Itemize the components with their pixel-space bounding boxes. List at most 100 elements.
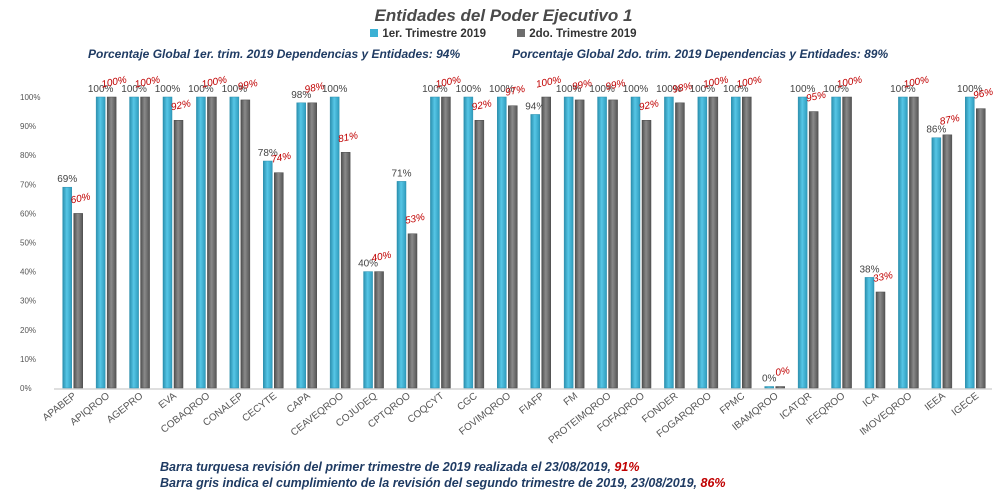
bar-series-2 xyxy=(340,152,351,389)
data-label-series-1: 100% xyxy=(422,84,448,95)
data-label-series-2: 81% xyxy=(337,130,359,145)
x-tick-label: IGECE xyxy=(950,390,982,418)
bar-series-2 xyxy=(842,96,852,389)
x-tick-label: ICA xyxy=(861,390,881,409)
bar-series-2 xyxy=(775,386,785,389)
x-tick-label: EVA xyxy=(157,391,179,412)
bar-series-2 xyxy=(240,99,251,389)
data-label-series-1: 38% xyxy=(859,264,879,275)
bar-series-2 xyxy=(875,291,886,389)
bar-series-2 xyxy=(407,233,418,389)
bar-series-2 xyxy=(976,108,986,389)
bar-series-2 xyxy=(307,102,317,389)
bar-series-2 xyxy=(641,120,652,389)
data-label-series-2: 100% xyxy=(702,74,729,90)
y-tick-label: 80% xyxy=(20,151,36,160)
x-tick-label: FPMC xyxy=(718,391,747,417)
y-tick-label: 40% xyxy=(20,268,36,277)
data-label-series-2: 100% xyxy=(903,74,930,90)
y-tick-label: 60% xyxy=(20,209,36,218)
subtitle-q2-global: Porcentaje Global 2do. trim. 2019 Depend… xyxy=(512,47,889,61)
data-label-series-2: 97% xyxy=(504,84,526,99)
data-label-series-2: 99% xyxy=(237,78,259,93)
bar-series-2 xyxy=(374,271,384,389)
legend-label-series-1: 1er. Trimestre 2019 xyxy=(382,28,486,40)
bar-series-2 xyxy=(942,134,953,389)
legend-item-series-1: 1er. Trimestre 2019 xyxy=(370,28,486,40)
bar-series-1 xyxy=(396,181,407,389)
bar-series-1 xyxy=(563,96,574,389)
data-label-series-1: 100% xyxy=(957,84,983,95)
data-label-series-1: 40% xyxy=(358,259,378,270)
bar-series-1 xyxy=(95,96,106,389)
data-label-series-1: 100% xyxy=(556,84,582,95)
bar-series-1 xyxy=(764,386,774,389)
bar-series-1 xyxy=(597,96,607,389)
y-tick-label: 20% xyxy=(20,326,36,335)
bar-series-1 xyxy=(329,96,340,389)
data-label-series-2: 98% xyxy=(304,81,326,96)
y-tick-label: 50% xyxy=(20,239,36,248)
data-label-series-2: 100% xyxy=(201,74,228,90)
bar-series-1 xyxy=(864,277,875,389)
legend-swatch-series-2 xyxy=(517,29,526,37)
legend-swatch-series-1 xyxy=(370,29,379,37)
bar-series-2 xyxy=(173,120,184,389)
x-tick-label: CAPA xyxy=(285,390,313,415)
bar-series-1 xyxy=(263,160,273,389)
bar-series-1 xyxy=(530,114,540,389)
bar-series-1 xyxy=(965,96,975,389)
note-q2-text: Barra gris indica el cumplimiento de la … xyxy=(160,476,701,490)
data-label-series-1: 100% xyxy=(489,84,515,95)
data-label-series-1: 86% xyxy=(926,125,946,136)
bar-series-1 xyxy=(363,271,373,389)
bar-series-2 xyxy=(708,96,719,389)
data-label-series-2: 98% xyxy=(671,81,693,96)
data-label-series-1: 71% xyxy=(391,168,411,179)
bar-series-1 xyxy=(664,96,674,389)
data-label-series-2: 74% xyxy=(270,151,292,166)
data-label-series-2: 92% xyxy=(638,98,660,113)
data-label-series-1: 78% xyxy=(258,148,278,159)
data-label-series-2: 100% xyxy=(435,74,462,90)
bar-series-2 xyxy=(808,111,819,389)
x-tick-label: FM xyxy=(562,391,580,409)
bar-series-2 xyxy=(274,172,284,389)
data-label-series-1: 100% xyxy=(690,84,716,95)
bar-series-2 xyxy=(474,120,485,389)
data-label-series-2: 87% xyxy=(939,113,961,128)
y-tick-label: 70% xyxy=(20,180,36,189)
bar-series-1 xyxy=(62,186,72,389)
bar-series-1 xyxy=(129,96,139,389)
data-label-series-1: 100% xyxy=(155,84,181,95)
data-label-series-2: 53% xyxy=(404,212,426,227)
data-label-series-2: 99% xyxy=(605,78,627,93)
bar-series-1 xyxy=(630,96,641,389)
data-label-series-2: 33% xyxy=(872,270,894,285)
data-label-series-1: 100% xyxy=(656,84,682,95)
subtitle-q1-global: Porcentaje Global 1er. trim. 2019 Depend… xyxy=(88,47,461,61)
bar-series-2 xyxy=(909,96,919,389)
data-label-series-2: 100% xyxy=(535,74,562,90)
bar-series-1 xyxy=(229,96,240,389)
x-tick-label: CECYTE xyxy=(240,390,279,424)
x-tick-label: COQCYT xyxy=(406,391,446,426)
bar-series-1 xyxy=(731,96,741,389)
data-label-series-1: 100% xyxy=(890,84,916,95)
x-tick-label: AGEPRO xyxy=(105,391,146,426)
bar-series-1 xyxy=(898,96,908,389)
chart-legend: 1er. Trimestre 2019 2do. Trimestre 2019 xyxy=(0,28,1007,40)
bar-series-1 xyxy=(296,102,306,389)
bar-series-2 xyxy=(106,96,117,389)
y-tick-label: 100% xyxy=(20,93,40,102)
note-q2-value: 86% xyxy=(700,476,726,490)
bar-series-1 xyxy=(831,96,841,389)
chart-title: Entidades del Poder Ejecutivo 1 xyxy=(374,6,633,25)
data-label-series-2: 40% xyxy=(371,250,393,265)
data-label-series-2: 96% xyxy=(972,87,994,102)
bar-series-1 xyxy=(697,96,708,389)
data-label-series-1: 100% xyxy=(456,84,482,95)
x-tick-label: CGC xyxy=(455,391,479,413)
bar-series-2 xyxy=(140,96,150,389)
data-label-series-2: 99% xyxy=(571,78,593,93)
